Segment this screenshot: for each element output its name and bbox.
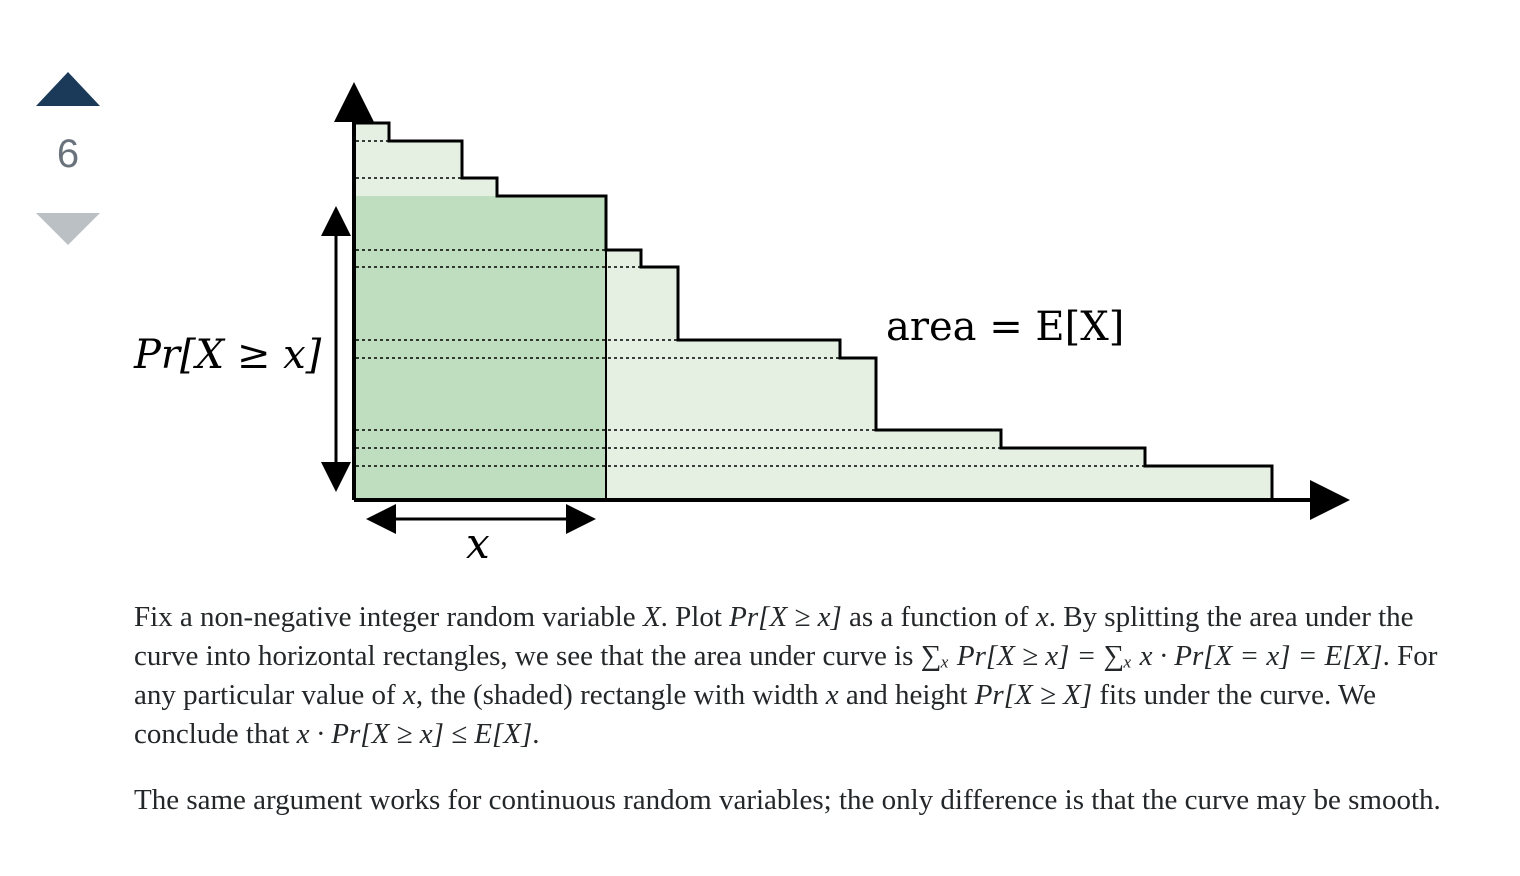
x-label: x [466,519,490,568]
vote-cell: 6 [30,70,106,245]
dotted-lines [356,140,1145,467]
paragraph-1: Fix a non-negative integer random variab… [134,601,1438,750]
y-label: Pr[X ≥ x] [133,332,322,378]
vote-count: 6 [56,132,80,176]
post-body: Fix a non-negative integer random variab… [134,598,1484,847]
area-label: area = E[X] [886,304,1124,350]
shaded-rectangle [354,196,606,500]
arrow-up-icon[interactable] [36,72,100,106]
expectation-figure: Pr[X ≥ x] area = E[X] x [133,82,1350,568]
arrow-down-icon[interactable] [36,213,100,245]
paragraph-2: The same argument works for continuous r… [134,784,1441,816]
step-curve [354,121,1274,500]
